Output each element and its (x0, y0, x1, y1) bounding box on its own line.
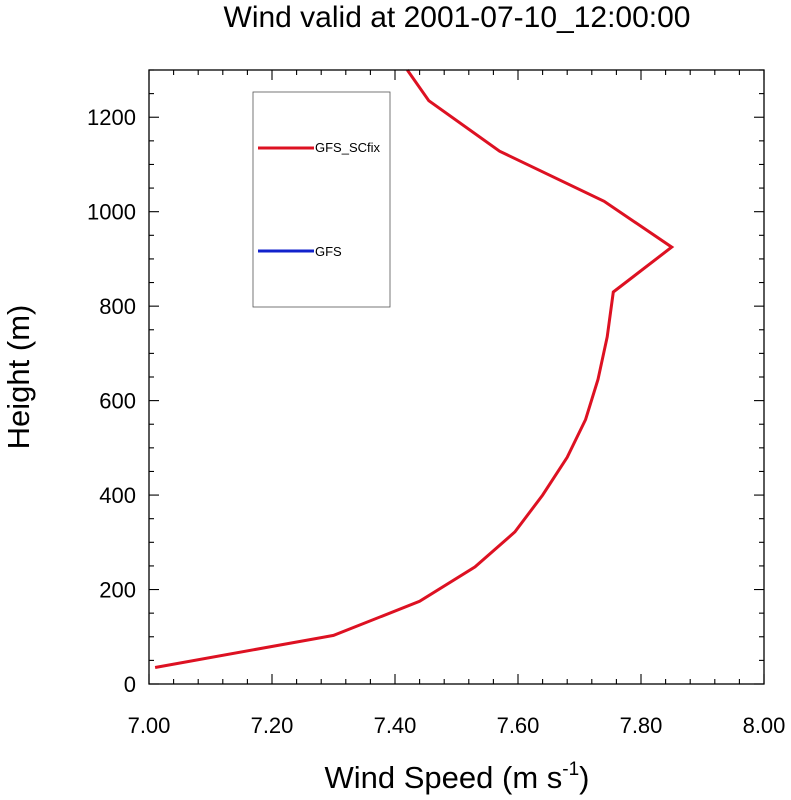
y-tick-label: 1000 (87, 200, 136, 225)
series-layer (154, 69, 675, 669)
y-tick-label: 800 (99, 294, 136, 319)
x-tick-label: 8.00 (743, 713, 786, 738)
x-tick-label: 7.40 (374, 713, 417, 738)
series-line-gfs-scfix (154, 69, 675, 669)
legend-label-gfs-scfix: GFS_SCfix (315, 140, 381, 155)
x-tick-label: 7.20 (251, 713, 294, 738)
y-tick-label: 400 (99, 483, 136, 508)
x-tick-label: 7.60 (497, 713, 540, 738)
x-tick-label: 7.00 (128, 713, 171, 738)
x-axis-label-main: Wind Speed (m s (325, 760, 563, 795)
x-axis-label-suffix: ) (579, 760, 589, 795)
legend: GFS_SCfix GFS (252, 91, 391, 308)
y-tick-label: 600 (99, 389, 136, 414)
chart-title: Wind valid at 2001-07-10_12:00:00 (224, 1, 691, 34)
plot-frame (148, 69, 765, 685)
y-tick-label: 1200 (87, 105, 136, 130)
legend-box (252, 91, 391, 308)
x-tick-label: 7.80 (620, 713, 663, 738)
axis-ticks (148, 69, 765, 685)
y-tick-label: 0 (124, 672, 136, 697)
x-axis-label-superscript: -1 (562, 759, 579, 780)
x-axis-label: Wind Speed (m s-1) (325, 759, 590, 795)
y-axis-label: Height (m) (1, 305, 36, 450)
legend-label-gfs: GFS (315, 244, 342, 259)
y-tick-label: 200 (99, 578, 136, 603)
tick-labels: 7.00 7.20 7.40 7.60 7.80 8.00 0 200 400 600 800 100… (87, 105, 785, 738)
